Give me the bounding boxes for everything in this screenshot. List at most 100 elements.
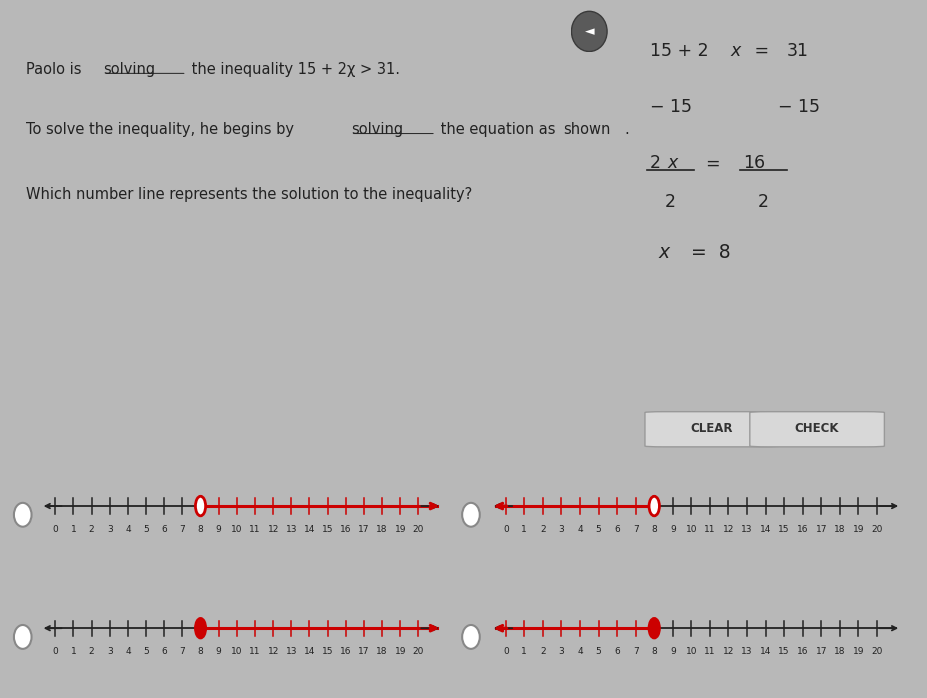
Text: Which number line represents the solution to the inequality?: Which number line represents the solutio…: [26, 186, 472, 202]
Text: 10: 10: [231, 648, 242, 656]
Text: 13: 13: [741, 648, 752, 656]
Text: 16: 16: [796, 525, 807, 534]
Text: 19: 19: [852, 525, 863, 534]
Text: 10: 10: [685, 525, 696, 534]
Text: Paolo is: Paolo is: [26, 62, 85, 77]
Text: 11: 11: [249, 525, 260, 534]
Text: 1: 1: [521, 648, 527, 656]
Text: 11: 11: [704, 648, 715, 656]
Text: 18: 18: [833, 648, 844, 656]
Text: the equation as: the equation as: [436, 122, 560, 138]
Text: x: x: [667, 154, 677, 172]
Text: 3: 3: [107, 648, 112, 656]
FancyBboxPatch shape: [749, 412, 883, 447]
Text: 15: 15: [322, 648, 333, 656]
Text: 9: 9: [216, 525, 222, 534]
Text: CLEAR: CLEAR: [690, 422, 732, 435]
Text: 17: 17: [358, 648, 369, 656]
Text: 7: 7: [632, 648, 638, 656]
Text: − 15: − 15: [649, 98, 691, 117]
Text: 11: 11: [249, 648, 260, 656]
Text: 20: 20: [413, 525, 424, 534]
Text: 0: 0: [502, 525, 508, 534]
Text: To solve the inequality, he begins by: To solve the inequality, he begins by: [26, 122, 298, 138]
Circle shape: [14, 625, 32, 649]
Circle shape: [462, 503, 479, 527]
Circle shape: [196, 618, 206, 638]
Text: 12: 12: [722, 525, 733, 534]
Text: 6: 6: [161, 525, 167, 534]
Text: 8: 8: [651, 648, 656, 656]
Text: 12: 12: [267, 525, 278, 534]
Text: 6: 6: [614, 525, 619, 534]
Text: 5: 5: [143, 648, 148, 656]
Text: the inequality 15 + 2χ > 31.: the inequality 15 + 2χ > 31.: [186, 62, 400, 77]
Circle shape: [462, 625, 479, 649]
Text: 3: 3: [558, 648, 564, 656]
Text: 13: 13: [286, 525, 297, 534]
Text: 2: 2: [89, 648, 95, 656]
Text: 11: 11: [704, 525, 715, 534]
Text: x: x: [730, 42, 740, 60]
Text: 20: 20: [870, 525, 882, 534]
Text: 16: 16: [743, 154, 765, 172]
Text: 16: 16: [339, 648, 351, 656]
Circle shape: [571, 11, 606, 52]
Text: 15: 15: [778, 648, 789, 656]
Text: 1: 1: [70, 648, 76, 656]
FancyBboxPatch shape: [644, 412, 779, 447]
Text: 17: 17: [815, 648, 826, 656]
Text: 9: 9: [216, 648, 222, 656]
Text: .: .: [624, 122, 629, 138]
Text: 2: 2: [757, 193, 768, 211]
Text: x: x: [658, 243, 669, 262]
Text: 5: 5: [143, 525, 148, 534]
Text: 8: 8: [197, 525, 203, 534]
Text: CHECK: CHECK: [794, 422, 838, 435]
Text: 2: 2: [89, 525, 95, 534]
Text: 20: 20: [413, 648, 424, 656]
Text: solving: solving: [350, 122, 402, 138]
Text: 12: 12: [267, 648, 278, 656]
Text: 15: 15: [322, 525, 333, 534]
Text: 14: 14: [759, 525, 770, 534]
Text: 5: 5: [595, 648, 601, 656]
Text: 4: 4: [125, 525, 131, 534]
Text: 8: 8: [197, 648, 203, 656]
Text: shown: shown: [563, 122, 610, 138]
Text: 19: 19: [394, 525, 406, 534]
Circle shape: [648, 496, 659, 516]
Text: =  8: = 8: [684, 243, 730, 262]
Text: 10: 10: [231, 525, 242, 534]
Text: 6: 6: [614, 648, 619, 656]
Text: 1: 1: [521, 525, 527, 534]
Text: 1: 1: [70, 525, 76, 534]
Text: 14: 14: [303, 525, 315, 534]
Text: 8: 8: [651, 525, 656, 534]
Text: 18: 18: [833, 525, 844, 534]
Text: 18: 18: [376, 648, 387, 656]
Text: 17: 17: [358, 525, 369, 534]
Text: 7: 7: [179, 648, 185, 656]
Text: 19: 19: [394, 648, 406, 656]
Text: 2: 2: [540, 648, 545, 656]
Text: ◄: ◄: [585, 25, 594, 38]
Circle shape: [14, 503, 32, 527]
Text: 9: 9: [669, 648, 675, 656]
Text: 17: 17: [815, 525, 826, 534]
Text: 13: 13: [741, 525, 752, 534]
Text: 0: 0: [502, 648, 508, 656]
Text: 9: 9: [669, 525, 675, 534]
Text: 0: 0: [52, 525, 58, 534]
Text: 15: 15: [778, 525, 789, 534]
Text: 4: 4: [125, 648, 131, 656]
Text: 16: 16: [796, 648, 807, 656]
Text: 19: 19: [852, 648, 863, 656]
Text: solving: solving: [103, 62, 156, 77]
Text: 0: 0: [52, 648, 58, 656]
Text: 12: 12: [722, 648, 733, 656]
Text: 16: 16: [339, 525, 351, 534]
Text: 5: 5: [595, 525, 601, 534]
Text: 7: 7: [632, 525, 638, 534]
Text: − 15: − 15: [778, 98, 819, 117]
